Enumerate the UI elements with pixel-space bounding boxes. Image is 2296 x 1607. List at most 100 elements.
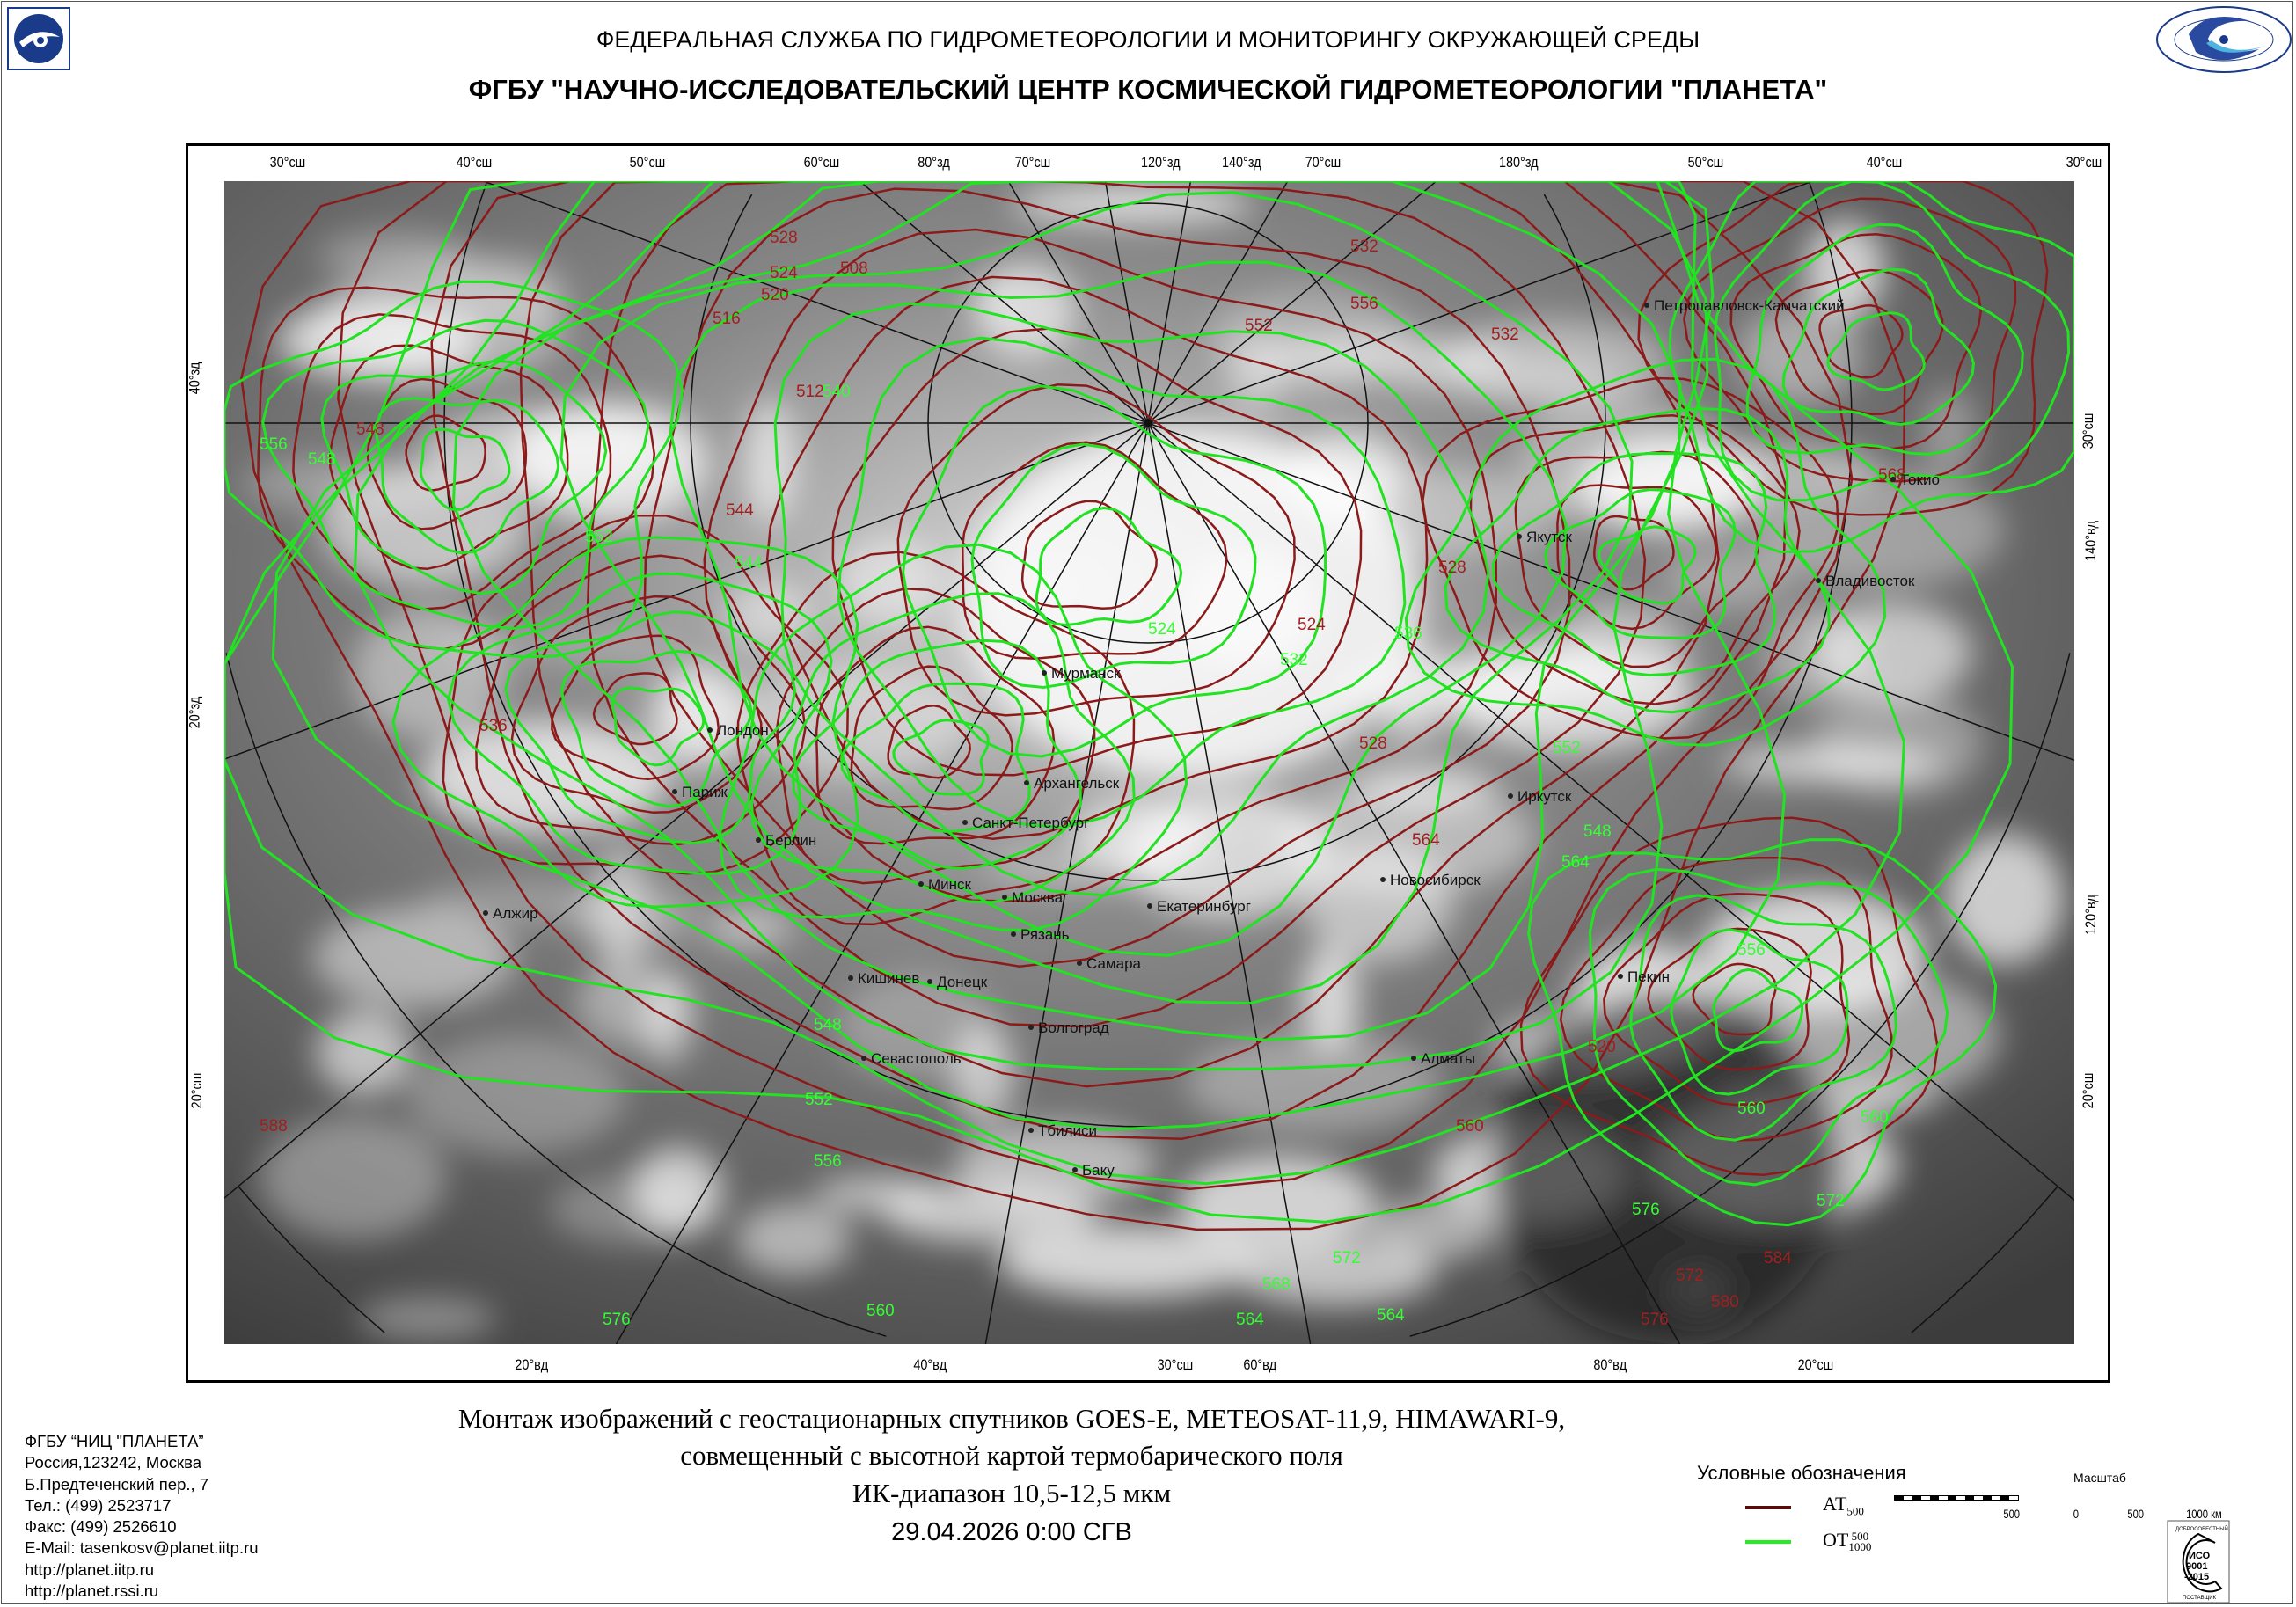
scale-label-2: 500: [2127, 1507, 2145, 1521]
meridian: [1147, 181, 1289, 424]
city-name: Волгоград: [1038, 1019, 1109, 1036]
at500-isoline: [1593, 515, 1675, 591]
city-marker[interactable]: Иркутск: [1508, 788, 1572, 805]
header-agency: ФЕДЕРАЛЬНАЯ СЛУЖБА ПО ГИДРОМЕТЕОРОЛОГИИ …: [596, 26, 1700, 53]
at500-isoline: [1519, 816, 1939, 1177]
ot-isoline: [1781, 267, 1976, 426]
city-marker[interactable]: Владивосток: [1816, 573, 1915, 589]
cloud: [1367, 1198, 1497, 1261]
ot-label: 556: [260, 435, 288, 454]
city-marker[interactable]: Архангельск: [1024, 775, 1120, 792]
right-tick-label: 140°вд: [2081, 521, 2099, 561]
cloud: [735, 1203, 852, 1276]
city-marker[interactable]: Севастополь: [861, 1050, 962, 1067]
city-marker[interactable]: Петропавловск-Камчатский: [1644, 297, 1845, 314]
cloud: [1279, 783, 1536, 895]
city-marker[interactable]: Токио: [1890, 471, 1940, 488]
address-line[interactable]: E-Mail: tasenkosv@planet.iitp.ru: [25, 1538, 259, 1558]
at500-isoline: [240, 181, 1906, 1231]
city-marker[interactable]: Берлин: [756, 832, 816, 849]
city-marker[interactable]: Новосибирск: [1380, 872, 1481, 888]
city-marker[interactable]: Москва: [1002, 889, 1064, 906]
city-marker[interactable]: Волгоград: [1028, 1019, 1109, 1036]
left-tick-label: 20°зд: [186, 696, 203, 729]
ot-label: 548: [308, 450, 336, 469]
city-marker[interactable]: Санкт-Петербург: [962, 814, 1089, 831]
ot-isoline: [224, 181, 1905, 1186]
city-marker[interactable]: Алжир: [483, 905, 538, 922]
city-name: Берлин: [765, 832, 816, 849]
address-line[interactable]: http://planet.iitp.ru: [25, 1560, 155, 1579]
city-name: Пекин: [1627, 968, 1670, 985]
at500-label: 580: [1711, 1293, 1739, 1311]
right-tick-label: 20°сш: [2079, 1072, 2096, 1109]
city-marker[interactable]: Кишинев: [848, 970, 919, 987]
header-center: ФГБУ "НАУЧНО-ИССЛЕДОВАТЕЛЬСКИЙ ЦЕНТР КОС…: [468, 74, 1828, 105]
ot-isoline: [419, 427, 511, 512]
top-tick-label: 50°сш: [629, 154, 666, 171]
ot-isoline: [560, 649, 753, 808]
scale-label-1: 0: [2073, 1507, 2080, 1521]
city-marker[interactable]: Пекин: [1618, 968, 1670, 985]
cloud: [881, 1182, 1098, 1243]
scale-label-0: 500: [2003, 1507, 2021, 1521]
cloud: [1738, 304, 1863, 404]
city-marker[interactable]: Баку: [1072, 1162, 1115, 1179]
at500-isoline: [815, 625, 1056, 845]
top-tick-label: 180°зд: [1498, 154, 1539, 171]
ot-isoline: [1035, 506, 1183, 627]
city-name: Лондон: [717, 722, 769, 739]
left-tick-label: 40°зд: [186, 362, 203, 395]
ot-isoline: [718, 543, 1188, 931]
caption-line1: Монтаж изображений с геостационарных спу…: [457, 1403, 1566, 1434]
city-marker[interactable]: Лондон: [707, 722, 769, 739]
bottom-tick-label: 40°вд: [913, 1356, 947, 1373]
satellite-map[interactable]: 528 524 520 516 508 512 532 556 548 544 536 552 568 5…: [224, 181, 2074, 1344]
at500-isoline: [292, 313, 612, 610]
at500-label: 548: [356, 420, 384, 439]
cloud: [950, 1023, 1015, 1123]
ot-label: 560: [1861, 1108, 1889, 1127]
address-line[interactable]: http://planet.rssi.ru: [25, 1581, 159, 1601]
city-name: Баку: [1082, 1162, 1115, 1179]
ot-isoline: [1444, 406, 1831, 714]
ot-label: 560: [866, 1302, 895, 1320]
iso-number: 9001: [2186, 1561, 2207, 1572]
at500-label: 552: [1245, 317, 1273, 335]
city-marker[interactable]: Минск: [918, 876, 972, 893]
ot-isoline: [1670, 928, 1849, 1096]
top-tick-label: 40°сш: [456, 154, 493, 171]
cloud: [998, 1224, 1260, 1297]
ot-label: 536: [1394, 625, 1422, 643]
city-marker[interactable]: Мурманск: [1042, 665, 1121, 682]
city-marker[interactable]: Якутск: [1517, 529, 1573, 545]
planeta-logo: [7, 7, 70, 70]
address-line: ФГБУ “НИЦ "ПЛАНЕТА”: [25, 1432, 204, 1450]
contour-labels: 528 524 520 516 508 512 532 556 548 544 536 552 568 5…: [260, 229, 1906, 1329]
at500-label: 572: [1676, 1267, 1704, 1285]
caption-line2: совмещенный с высотной картой термобарич…: [680, 1440, 1343, 1471]
at500-isoline: [1647, 927, 1812, 1071]
city-marker[interactable]: Париж: [672, 784, 728, 800]
city-marker[interactable]: Тбилиси: [1028, 1122, 1097, 1139]
meridian: [1147, 422, 2074, 761]
city-name: Владивосток: [1825, 573, 1915, 589]
cloud-layer: [241, 184, 2065, 1342]
at500-label: 528: [1438, 559, 1466, 577]
iso-top-text: ДОБРОСОВЕСТНЫЙ: [2175, 1525, 2228, 1532]
city-marker[interactable]: Алматы: [1411, 1050, 1475, 1067]
meridian: [1147, 422, 1312, 1344]
parallel: [927, 202, 1369, 644]
bottom-tick-label: 20°сш: [1797, 1356, 1834, 1373]
top-tick-label: 30°сш: [2066, 154, 2102, 171]
hydrometcentre-logo: [2156, 6, 2292, 73]
city-name: Петропавловск-Камчатский: [1654, 297, 1845, 314]
cloud: [743, 399, 797, 524]
at500-label: 520: [1588, 1038, 1616, 1056]
city-marker[interactable]: Екатеринбург: [1147, 898, 1251, 915]
ot-isoline: [837, 336, 1407, 829]
city-marker[interactable]: Самара: [1077, 955, 1142, 972]
cloud: [316, 1009, 413, 1096]
city-marker[interactable]: Донецк: [927, 974, 988, 990]
city-marker[interactable]: Рязань: [1011, 926, 1070, 943]
